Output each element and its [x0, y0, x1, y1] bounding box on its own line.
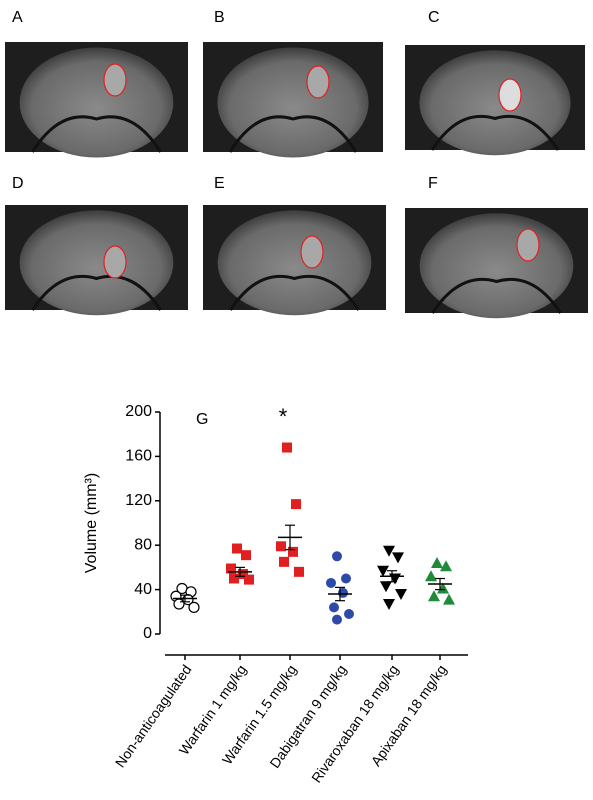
data-point — [428, 590, 440, 602]
data-point — [377, 565, 389, 577]
hematoma — [300, 235, 324, 269]
hematoma — [103, 245, 127, 279]
data-point — [291, 499, 301, 510]
mri-brain — [419, 213, 574, 319]
data-point — [380, 581, 392, 593]
panel-label: A — [12, 9, 23, 26]
data-point — [440, 560, 452, 572]
data-point — [395, 589, 407, 601]
data-point — [341, 573, 351, 584]
panel-label: G — [196, 411, 208, 428]
panel-label: E — [214, 175, 225, 192]
data-point — [279, 556, 289, 567]
mri-contour — [31, 274, 162, 311]
mri-contour — [228, 115, 358, 153]
y-tick-label: 0 — [143, 625, 152, 642]
mri-contour — [430, 114, 560, 151]
annotation: * — [279, 404, 288, 429]
y-tick-label: 120 — [125, 492, 152, 509]
data-point — [383, 545, 395, 557]
data-point — [431, 556, 443, 568]
data-point — [229, 573, 239, 584]
data-point — [232, 543, 242, 554]
data-point — [344, 609, 354, 620]
data-point — [437, 582, 449, 594]
mri-brain — [217, 210, 372, 316]
x-tick-label: Rivaroxaban 18 mg/kg — [308, 662, 401, 786]
data-point — [392, 552, 404, 564]
data-point — [282, 442, 292, 453]
data-point — [329, 602, 339, 613]
hematoma — [306, 65, 330, 99]
data-point — [443, 593, 455, 605]
hematoma — [498, 78, 522, 112]
data-point — [383, 599, 395, 611]
data-point — [244, 574, 254, 585]
panel-label: B — [214, 9, 225, 26]
data-point — [241, 550, 251, 561]
y-tick-label: 200 — [125, 403, 152, 420]
data-point — [326, 577, 336, 588]
panel-label: D — [12, 175, 24, 192]
hematoma — [103, 63, 127, 97]
y-tick-label: 40 — [134, 581, 152, 598]
panel-label: C — [428, 9, 440, 26]
y-tick-label: 80 — [134, 536, 152, 553]
data-point — [332, 614, 342, 625]
y-axis-label: Volume (mm³) — [83, 473, 100, 573]
mri-brain — [19, 47, 174, 158]
mri-contour — [31, 115, 162, 153]
mri-brain — [217, 47, 369, 158]
mri-contour — [229, 274, 360, 311]
data-point — [238, 569, 248, 580]
data-point — [188, 601, 200, 613]
mri-panels: A B C D E F — [5, 9, 588, 319]
mri-brain — [419, 50, 571, 156]
data-point — [425, 570, 437, 582]
hematoma — [516, 228, 540, 262]
mri-brain — [19, 210, 174, 316]
data-point — [173, 598, 185, 610]
data-point — [226, 563, 236, 574]
data-point — [294, 566, 304, 577]
y-tick-label: 160 — [125, 448, 152, 465]
data-point — [332, 551, 342, 562]
panel-label: F — [428, 175, 438, 192]
data-point — [276, 541, 286, 552]
mri-contour — [431, 277, 562, 314]
data-point — [288, 546, 298, 557]
